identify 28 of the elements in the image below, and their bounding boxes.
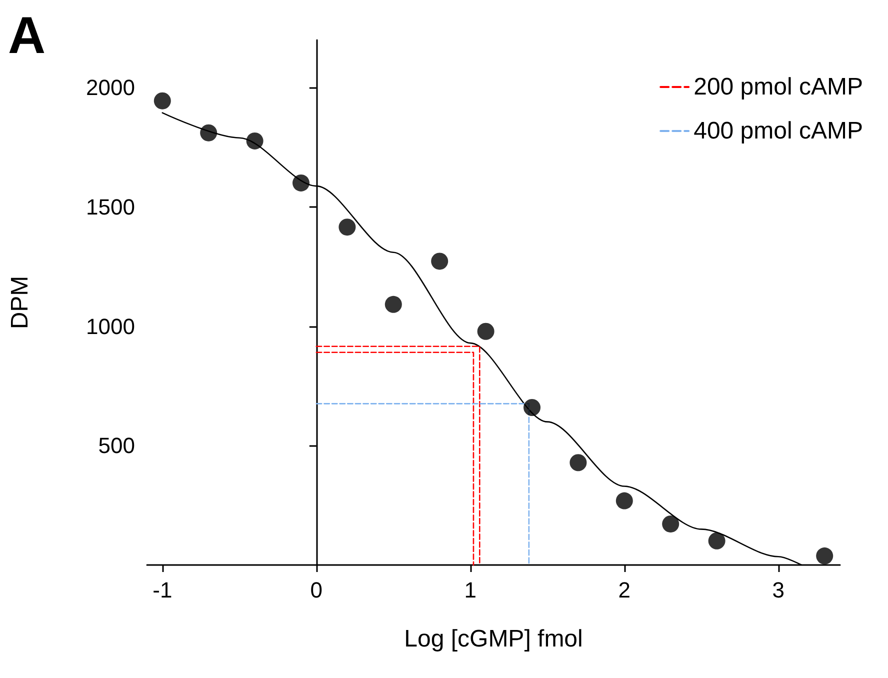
y-axis-title: DPM xyxy=(6,276,34,330)
x-tick-label: 1 xyxy=(464,578,477,602)
point xyxy=(246,132,264,150)
point xyxy=(384,296,402,313)
y-tick-label: 500 xyxy=(98,433,135,458)
point xyxy=(200,124,218,142)
point xyxy=(154,92,171,110)
point xyxy=(662,515,680,532)
point xyxy=(477,322,494,340)
y-tick-label: 1000 xyxy=(86,314,135,339)
point xyxy=(616,492,633,510)
point xyxy=(524,399,540,416)
x-tick-label: 0 xyxy=(310,578,323,602)
x-tick-label: -1 xyxy=(152,578,172,602)
text: A xyxy=(8,7,46,65)
legend-label: 400 pmol cAMP xyxy=(694,118,863,144)
x-tick-label: 3 xyxy=(772,578,785,602)
y-tick-label: 2000 xyxy=(86,75,135,100)
point xyxy=(292,174,310,192)
point xyxy=(431,252,448,270)
x-tick-label: 2 xyxy=(618,578,631,602)
legend-label: 200 pmol cAMP xyxy=(694,74,863,100)
point xyxy=(338,218,356,236)
point xyxy=(708,532,726,550)
point xyxy=(570,454,587,472)
x-axis-title: Log [cGMP] fmol xyxy=(404,626,583,652)
y-tick-label: 1500 xyxy=(86,194,135,220)
point xyxy=(816,547,834,564)
